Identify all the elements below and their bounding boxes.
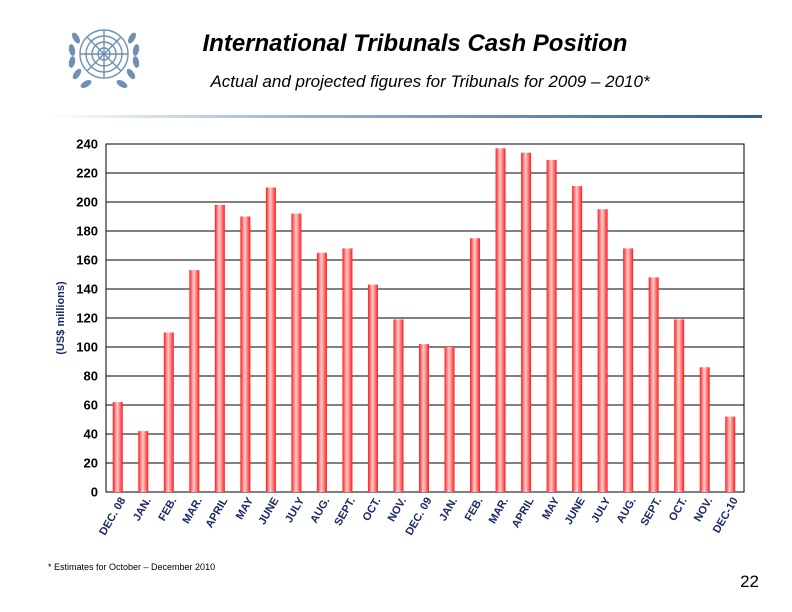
- bar: [393, 319, 404, 492]
- x-tick-label: FEB.: [463, 496, 486, 524]
- x-tick-label: JULY: [589, 495, 613, 525]
- y-tick-label: 220: [76, 166, 98, 181]
- page-number: 22: [740, 572, 759, 591]
- x-tick-label: OCT.: [361, 496, 384, 524]
- bar: [138, 431, 149, 492]
- bar: [214, 204, 225, 492]
- y-tick-label: 180: [76, 224, 98, 239]
- header-divider: [50, 115, 762, 118]
- bar: [699, 367, 710, 492]
- x-tick-label: MAY: [540, 495, 562, 522]
- bar: [240, 216, 251, 492]
- y-tick-label: 40: [84, 427, 98, 442]
- x-tick-label: JULY: [283, 495, 307, 525]
- slide-subtitle: Actual and projected figures for Tribuna…: [210, 72, 650, 91]
- x-tick-label: SEPT.: [332, 496, 358, 528]
- un-emblem-icon: [68, 29, 140, 88]
- x-tick-label: AUG.: [615, 496, 639, 526]
- bar: [316, 252, 327, 492]
- y-tick-label: 120: [76, 311, 98, 326]
- footnote: * Estimates for October – December 2010: [48, 562, 216, 572]
- bar: [546, 159, 557, 492]
- bar: [342, 248, 353, 492]
- y-tick-label: 140: [76, 282, 98, 297]
- bar: [291, 213, 302, 492]
- x-tick-label: MAR.: [487, 496, 511, 526]
- bar: [495, 148, 506, 492]
- x-tick-label: JAN.: [437, 496, 460, 524]
- bar: [112, 402, 123, 492]
- y-tick-label: 0: [91, 485, 98, 500]
- y-tick-label: 60: [84, 398, 98, 413]
- y-tick-label: 20: [84, 456, 98, 471]
- x-tick-label: MAR.: [180, 496, 204, 526]
- bar: [521, 152, 532, 492]
- y-tick-label: 200: [76, 195, 98, 210]
- bar: [648, 277, 659, 492]
- bar: [367, 284, 378, 492]
- bar: [623, 248, 634, 492]
- x-tick-label: DEC-10: [711, 496, 741, 536]
- bar: [725, 416, 736, 492]
- x-tick-label: APRIL: [510, 495, 537, 530]
- bar: [163, 332, 174, 492]
- y-axis-ticks: 0 20 40 60 80 100 120 140 160 180 200 220 240: [76, 137, 98, 500]
- bar: [674, 319, 685, 492]
- x-tick-label: NOV.: [692, 496, 715, 524]
- x-tick-label: JUNE: [256, 496, 281, 527]
- y-tick-label: 100: [76, 340, 98, 355]
- bar: [572, 186, 583, 493]
- bar: [419, 344, 429, 492]
- x-tick-label: MAY: [234, 495, 256, 522]
- x-axis-ticks: DEC. 08 JAN. FEB. MAR.APRIL MAY JUNE JULY AUG. S…: [97, 495, 741, 538]
- slide-title: International Tribunals Cash Position: [202, 30, 628, 57]
- bar: [189, 270, 200, 492]
- bar: [470, 238, 481, 492]
- x-tick-label: SEPT.: [639, 496, 665, 528]
- bar: [265, 187, 276, 492]
- x-tick-label: APRIL: [204, 495, 231, 530]
- y-axis-label: (US$ millions): [55, 281, 67, 355]
- y-tick-label: 80: [84, 369, 98, 384]
- y-tick-label: 240: [76, 137, 98, 152]
- x-tick-label: JAN.: [131, 496, 154, 524]
- x-tick-label: FEB.: [156, 496, 179, 524]
- x-tick-label: DEC. 08: [97, 496, 128, 538]
- bars: [112, 148, 736, 493]
- bar: [597, 209, 608, 492]
- y-tick-label: 160: [76, 253, 98, 268]
- x-tick-label: OCT.: [667, 496, 690, 524]
- x-tick-label: AUG.: [308, 496, 332, 526]
- bar: [444, 347, 455, 492]
- x-tick-label: JUNE: [563, 496, 588, 527]
- x-tick-label: NOV.: [386, 496, 409, 524]
